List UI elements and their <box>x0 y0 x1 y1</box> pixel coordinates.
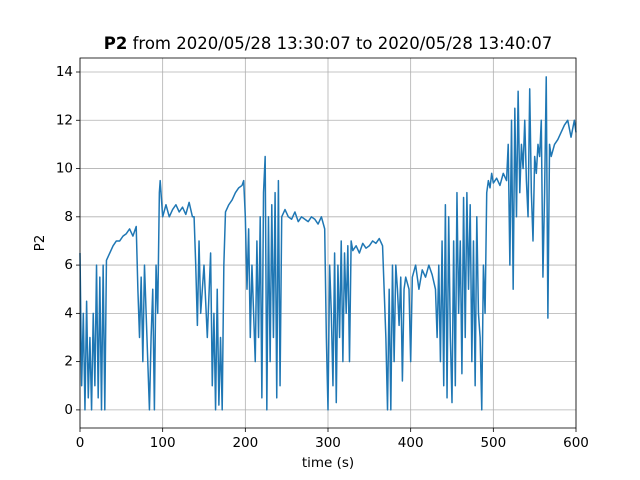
title-text: from 2020/05/28 13:30:07 to 2020/05/28 1… <box>133 34 553 53</box>
y-tick-label: 12 <box>56 112 73 128</box>
x-tick-label: 100 <box>150 435 176 451</box>
x-tick-label: 0 <box>76 435 85 451</box>
y-axis-label: P2 <box>32 235 48 252</box>
x-tick-label: 600 <box>563 435 589 451</box>
title-bold: P2 <box>104 34 128 53</box>
y-tick-label: 14 <box>56 64 73 80</box>
plot-frame <box>79 57 577 429</box>
x-tick-label: 200 <box>232 435 258 451</box>
x-tick-label: 300 <box>315 435 341 451</box>
x-tick-label: 400 <box>398 435 424 451</box>
y-tick-label: 4 <box>64 305 73 321</box>
x-tick-label: 500 <box>480 435 506 451</box>
y-tick-label: 2 <box>64 354 73 370</box>
y-tick-label: 0 <box>64 402 73 418</box>
y-tick-label: 6 <box>64 257 73 273</box>
y-tick-label: 10 <box>56 161 73 177</box>
y-tick-label: 8 <box>64 209 73 225</box>
x-axis-label: time (s) <box>302 455 354 471</box>
data-line <box>79 76 577 411</box>
chart-title: P2 from 2020/05/28 13:30:07 to 2020/05/2… <box>104 34 552 53</box>
